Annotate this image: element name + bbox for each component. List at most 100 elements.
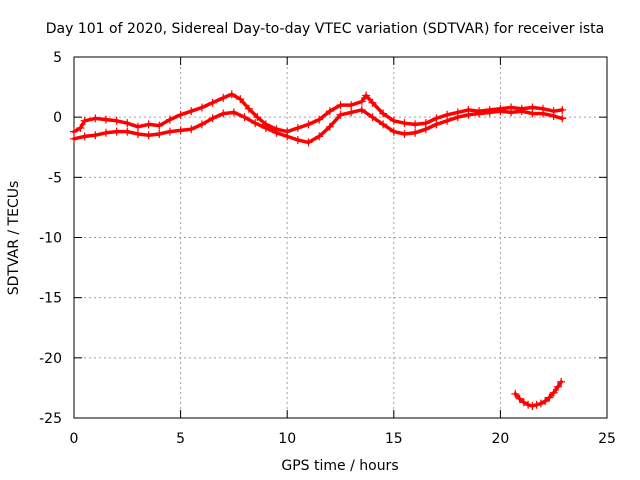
data-point bbox=[400, 130, 409, 139]
data-point bbox=[443, 116, 452, 125]
data-point bbox=[304, 120, 313, 129]
data-point bbox=[253, 113, 262, 122]
data-point bbox=[187, 107, 196, 116]
x-tick-label: 5 bbox=[176, 431, 185, 447]
data-points bbox=[70, 90, 567, 410]
data-point bbox=[536, 399, 545, 408]
data-point bbox=[517, 107, 526, 116]
data-point bbox=[80, 132, 89, 141]
data-point bbox=[236, 95, 245, 104]
data-point bbox=[251, 119, 260, 128]
data-point bbox=[187, 125, 196, 134]
data-point bbox=[176, 110, 185, 119]
data-point bbox=[283, 132, 292, 141]
x-tick-labels: 0 5 10 15 20 25 bbox=[70, 431, 616, 447]
series-low-arc bbox=[511, 377, 566, 410]
data-point bbox=[515, 394, 524, 403]
series-main-band-lower bbox=[70, 105, 567, 147]
x-tick-label: 10 bbox=[278, 431, 296, 447]
data-point bbox=[357, 105, 366, 114]
data-point bbox=[541, 397, 550, 406]
chart-title: Day 101 of 2020, Sidereal Day-to-day VTE… bbox=[46, 21, 604, 37]
x-tick-label: 20 bbox=[491, 431, 509, 447]
data-point bbox=[325, 107, 334, 116]
data-point bbox=[379, 120, 388, 129]
data-point bbox=[101, 115, 110, 124]
data-point bbox=[165, 127, 174, 136]
data-point bbox=[528, 109, 537, 118]
data-point bbox=[293, 123, 302, 132]
data-point bbox=[549, 388, 558, 397]
data-point bbox=[558, 105, 567, 114]
data-point bbox=[421, 125, 430, 134]
data-point bbox=[400, 119, 409, 128]
data-point bbox=[261, 123, 270, 132]
data-point bbox=[362, 91, 371, 100]
data-point bbox=[532, 400, 541, 409]
data-point bbox=[91, 131, 100, 140]
data-point bbox=[432, 120, 441, 129]
x-tick-label: 25 bbox=[598, 431, 616, 447]
data-point bbox=[76, 123, 85, 132]
data-point bbox=[411, 128, 420, 137]
data-point bbox=[80, 116, 89, 125]
data-point bbox=[293, 136, 302, 145]
x-tick-label: 15 bbox=[385, 431, 403, 447]
data-point bbox=[155, 130, 164, 139]
y-tick-label: -20 bbox=[39, 351, 62, 367]
y-tick-label: 5 bbox=[53, 50, 62, 66]
data-point bbox=[336, 110, 345, 119]
data-point bbox=[165, 115, 174, 124]
data-point bbox=[507, 108, 516, 117]
data-point bbox=[336, 101, 345, 110]
data-point bbox=[208, 114, 217, 123]
data-point bbox=[244, 104, 253, 113]
data-point bbox=[304, 138, 313, 147]
y-tick-label: 0 bbox=[53, 110, 62, 126]
x-axis-label: GPS time / hours bbox=[281, 458, 398, 474]
data-point bbox=[315, 132, 324, 141]
data-point bbox=[112, 127, 121, 136]
x-tick-label: 0 bbox=[70, 431, 79, 447]
data-point bbox=[91, 114, 100, 123]
data-point bbox=[325, 122, 334, 131]
data-point bbox=[133, 130, 142, 139]
data-point bbox=[553, 382, 562, 391]
data-point bbox=[528, 401, 537, 410]
data-point bbox=[519, 398, 528, 407]
data-point bbox=[197, 120, 206, 129]
data-point bbox=[389, 116, 398, 125]
data-point bbox=[197, 103, 206, 112]
data-point bbox=[485, 108, 494, 117]
data-point bbox=[155, 121, 164, 130]
axis-ticks bbox=[73, 56, 608, 419]
data-point bbox=[123, 127, 132, 136]
data-point bbox=[70, 134, 78, 143]
data-point bbox=[545, 393, 554, 402]
data-point bbox=[347, 101, 356, 110]
data-point bbox=[176, 126, 185, 135]
data-point bbox=[240, 113, 249, 122]
data-point bbox=[101, 128, 110, 137]
data-point bbox=[357, 97, 366, 106]
data-point bbox=[347, 108, 356, 117]
data-point bbox=[557, 377, 566, 386]
data-point bbox=[112, 116, 121, 125]
data-point bbox=[315, 115, 324, 124]
data-point bbox=[411, 120, 420, 129]
data-point bbox=[368, 98, 377, 107]
data-point bbox=[70, 127, 78, 136]
data-point bbox=[133, 122, 142, 131]
y-tick-label: -5 bbox=[48, 170, 62, 186]
data-point bbox=[549, 111, 558, 120]
data-point bbox=[524, 400, 533, 409]
data-point bbox=[453, 113, 462, 122]
data-point bbox=[464, 110, 473, 119]
data-point bbox=[229, 108, 238, 117]
data-point bbox=[368, 113, 377, 122]
data-point bbox=[144, 131, 153, 140]
y-axis-label: SDTVAR / TECUs bbox=[6, 181, 22, 296]
data-point bbox=[475, 109, 484, 118]
data-point bbox=[558, 114, 567, 123]
